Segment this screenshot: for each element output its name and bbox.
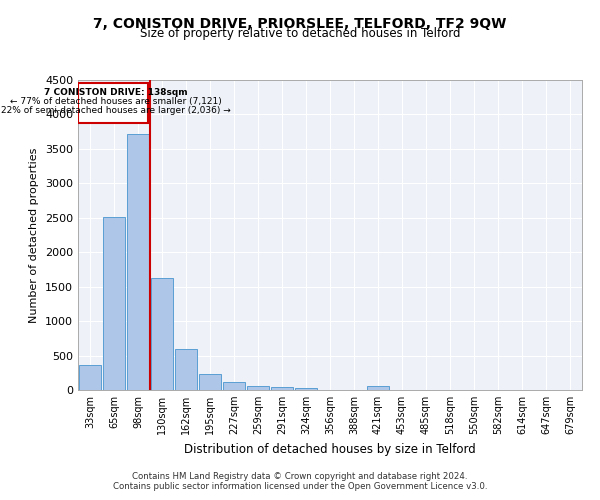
- Bar: [151, 278, 173, 390]
- Bar: [103, 217, 125, 390]
- Bar: [247, 386, 269, 390]
- Bar: [175, 350, 197, 390]
- Text: Contains HM Land Registry data © Crown copyright and database right 2024.: Contains HM Land Registry data © Crown c…: [132, 472, 468, 481]
- FancyBboxPatch shape: [79, 83, 148, 122]
- Text: 22% of semi-detached houses are larger (2,036) →: 22% of semi-detached houses are larger (…: [1, 106, 230, 115]
- Bar: [127, 134, 149, 390]
- Bar: [295, 388, 317, 390]
- Bar: [271, 387, 293, 390]
- Text: Contains public sector information licensed under the Open Government Licence v3: Contains public sector information licen…: [113, 482, 487, 491]
- Text: 7 CONISTON DRIVE: 138sqm: 7 CONISTON DRIVE: 138sqm: [44, 88, 188, 96]
- Bar: [199, 374, 221, 390]
- X-axis label: Distribution of detached houses by size in Telford: Distribution of detached houses by size …: [184, 442, 476, 456]
- Text: Size of property relative to detached houses in Telford: Size of property relative to detached ho…: [140, 28, 460, 40]
- Text: ← 77% of detached houses are smaller (7,121): ← 77% of detached houses are smaller (7,…: [10, 97, 221, 106]
- Text: 7, CONISTON DRIVE, PRIORSLEE, TELFORD, TF2 9QW: 7, CONISTON DRIVE, PRIORSLEE, TELFORD, T…: [94, 18, 506, 32]
- Y-axis label: Number of detached properties: Number of detached properties: [29, 148, 40, 322]
- Bar: [367, 386, 389, 390]
- Bar: [79, 364, 101, 390]
- Bar: [223, 382, 245, 390]
